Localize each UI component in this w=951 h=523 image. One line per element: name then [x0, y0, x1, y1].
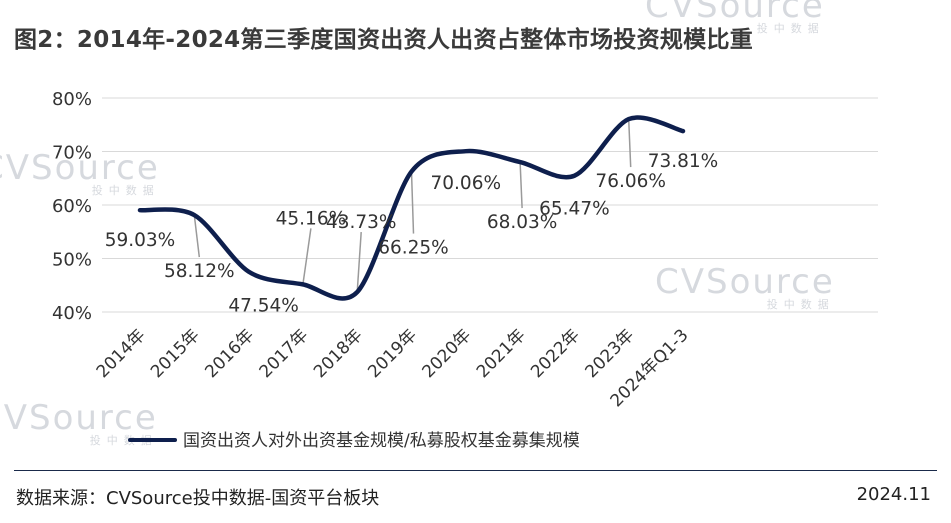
footer-divider [14, 470, 937, 471]
data-label: 47.54% [228, 296, 299, 317]
label-leader [356, 231, 362, 293]
label-leader [410, 171, 415, 234]
x-tick-label: 2017年 [256, 325, 313, 382]
data-label: 59.03% [105, 230, 176, 251]
x-tick-label: 2019年 [364, 325, 421, 382]
data-labels: 59.03% 58.12% 47.54% 45.16%43.73% 66.25% 70.0… [105, 151, 719, 317]
y-tick-label: 50% [52, 250, 92, 271]
label-leader [193, 214, 201, 258]
data-label: 76.06% [595, 171, 666, 192]
data-source: 数据来源：CVSource投中数据-国资平台板块 [16, 488, 380, 509]
gridlines [102, 97, 878, 313]
data-label: 43.73% [326, 212, 397, 233]
x-tick-label: 2015年 [147, 325, 204, 382]
y-tick-label: 60% [52, 196, 92, 217]
data-label: 58.12% [164, 261, 235, 282]
legend: 国资出资人对外出资基金规模/私募股权基金募集规模 [128, 431, 580, 451]
chart-title: 图2：2014年-2024第三季度国资出资人出资占整体市场投资规模比重 [14, 27, 754, 53]
label-leader [519, 162, 523, 209]
data-label: 66.25% [378, 238, 449, 259]
data-label: 68.03% [487, 212, 558, 233]
y-tick-label: 40% [52, 303, 92, 324]
x-tick-label: 2021年 [473, 325, 530, 382]
data-label: 45.16% [276, 208, 347, 229]
x-tick-label: 2016年 [201, 325, 258, 382]
label-leader [302, 228, 312, 285]
data-label: 73.81% [648, 151, 719, 172]
x-tick-label: 2014年 [93, 325, 150, 382]
series-line-layer [137, 115, 686, 301]
x-tick-label: 2022年 [527, 325, 584, 382]
data-label: 70.06% [431, 173, 502, 194]
y-tick-label: 70% [52, 143, 92, 164]
label-leader [627, 119, 632, 168]
legend-label: 国资出资人对外出资基金规模/私募股权基金募集规模 [183, 431, 580, 451]
series-line [137, 115, 686, 301]
x-tick-label: 2020年 [419, 325, 476, 382]
publish-date: 2024.11 [856, 484, 931, 505]
data-label: 65.47% [539, 199, 610, 220]
x-tick-label: 2018年 [310, 325, 367, 382]
y-axis-ticks: 40% 50% 60% 70% 80% [52, 89, 92, 324]
x-axis-ticks: 2014年2015年2016年2017年2018年2019年2020年2021年… [93, 325, 693, 411]
label-leaders [193, 119, 632, 293]
y-tick-label: 80% [52, 89, 92, 110]
line-chart: 40% 50% 60% 70% 80% 2014年2015年2016年2017年2018… [52, 89, 878, 451]
